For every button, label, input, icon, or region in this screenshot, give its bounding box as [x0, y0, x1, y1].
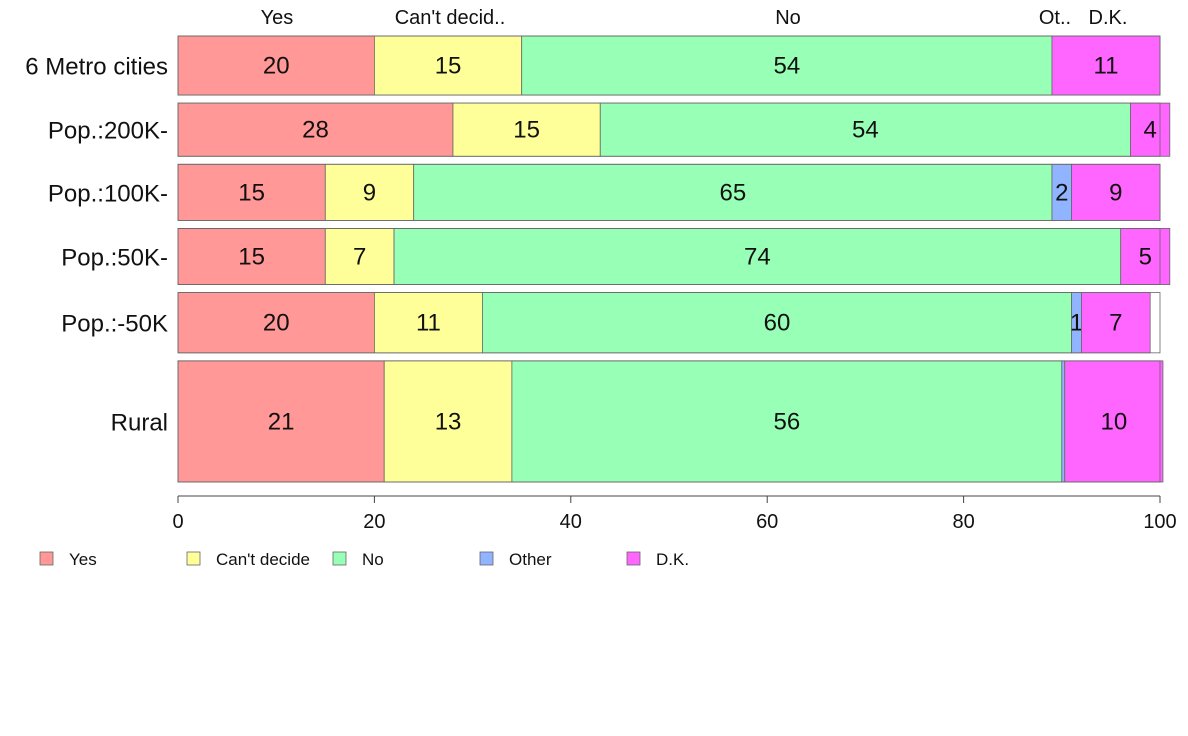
column-header: Can't decid.. — [395, 7, 506, 29]
x-tick-label: 100 — [1143, 511, 1176, 533]
category-label: Pop.:50K- — [61, 244, 168, 271]
category-label: Pop.:100K- — [48, 180, 168, 207]
segment-value-label: 9 — [1109, 179, 1122, 206]
bar-segment — [373, 35, 523, 96]
legend-label: Other — [509, 550, 552, 569]
segment-value-label: 15 — [513, 117, 540, 144]
bar-segment — [1064, 360, 1164, 483]
bar-segment — [1120, 228, 1171, 285]
bar-segment — [413, 163, 1053, 221]
category-label: Pop.:-50K — [61, 311, 168, 338]
bar-segment — [1071, 163, 1161, 221]
bar-segment — [373, 292, 483, 354]
legend-label: D.K. — [656, 550, 689, 569]
legend-swatch — [39, 551, 54, 566]
bar-frame — [177, 163, 1161, 221]
x-tick-label: 20 — [363, 511, 385, 533]
x-tick-label: 80 — [952, 511, 974, 533]
bar-frame — [177, 360, 1161, 483]
segment-value-label: 60 — [764, 310, 791, 337]
bar-segment — [1061, 360, 1066, 483]
bar-segment — [177, 292, 375, 354]
segment-value-label: 7 — [353, 243, 366, 270]
segment-value-label: 20 — [263, 310, 290, 337]
segment-value-label: 4 — [1144, 117, 1157, 144]
bar-segment — [511, 360, 1063, 483]
legend-label: Can't decide — [216, 550, 310, 569]
segment-value-label: 11 — [416, 310, 441, 337]
bar-segment — [1051, 35, 1161, 96]
legend-swatch — [479, 551, 494, 566]
legend-label: No — [362, 550, 384, 569]
column-header: Yes — [261, 7, 294, 29]
segment-value-label: 2 — [1055, 179, 1068, 206]
bar-segment — [482, 292, 1073, 354]
segment-value-label: 54 — [773, 53, 800, 80]
column-header: No — [775, 7, 801, 29]
segment-value-label: 11 — [1094, 53, 1119, 80]
column-header: Ot.. — [1039, 7, 1071, 29]
segment-value-label: 65 — [719, 179, 746, 206]
bar-segment — [324, 163, 415, 221]
segment-value-label: 56 — [773, 408, 800, 435]
segment-value-label: 15 — [238, 243, 265, 270]
segment-value-label: 74 — [744, 243, 771, 270]
bar-segment — [177, 35, 375, 96]
bar-segment — [599, 102, 1131, 157]
bar-segment — [324, 228, 395, 285]
segment-value-label: 28 — [302, 117, 329, 144]
segment-value-label: 54 — [852, 117, 879, 144]
bar-segment — [177, 163, 326, 221]
x-tick-label: 40 — [560, 511, 582, 533]
legend-label: Yes — [69, 550, 97, 569]
bar-segment — [383, 360, 513, 483]
segment-value-label: 15 — [238, 179, 265, 206]
x-tick-label: 0 — [172, 511, 183, 533]
legend-swatch — [186, 551, 201, 566]
category-label: Pop.:200K- — [48, 118, 168, 145]
bar-segment — [1130, 102, 1171, 157]
category-label: Rural — [111, 409, 168, 436]
bar-frame — [177, 102, 1161, 157]
bar-frame — [177, 35, 1161, 96]
category-label: 6 Metro cities — [25, 54, 168, 81]
segment-value-label: 13 — [435, 408, 462, 435]
bar-segment — [452, 102, 601, 157]
bar-segment — [1081, 292, 1151, 354]
x-tick-label: 60 — [756, 511, 778, 533]
column-header: D.K. — [1089, 7, 1128, 29]
bar-segment — [177, 228, 326, 285]
segment-value-label: 5 — [1139, 243, 1152, 270]
segment-value-label: 1 — [1070, 310, 1083, 337]
segment-value-label: 20 — [263, 53, 290, 80]
legend-swatch — [332, 551, 347, 566]
bar-frame — [177, 292, 1161, 354]
segment-value-label: 9 — [363, 179, 376, 206]
legend-swatch — [626, 551, 641, 566]
segment-value-label: 15 — [435, 53, 462, 80]
segment-value-label: 7 — [1109, 310, 1122, 337]
bar-frame — [177, 228, 1161, 285]
segment-value-label: 21 — [268, 408, 295, 435]
bar-segment — [393, 228, 1122, 285]
segment-value-label: 10 — [1100, 408, 1127, 435]
